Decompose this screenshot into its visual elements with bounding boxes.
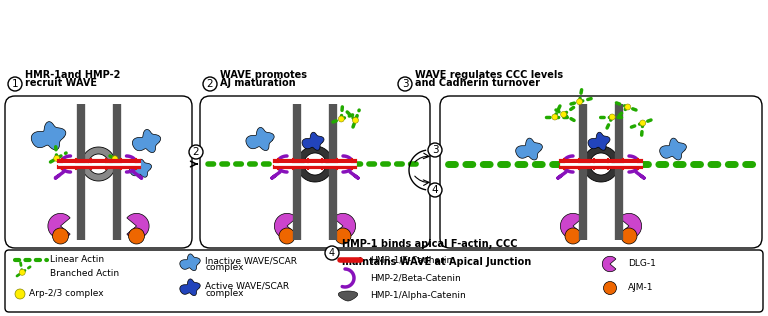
- Circle shape: [128, 228, 144, 244]
- Polygon shape: [130, 159, 151, 177]
- Polygon shape: [583, 146, 619, 182]
- Text: AJ maturation: AJ maturation: [220, 78, 296, 88]
- Text: complex: complex: [205, 289, 243, 297]
- Circle shape: [624, 104, 631, 110]
- Text: 3: 3: [432, 145, 439, 155]
- Polygon shape: [338, 291, 358, 301]
- Circle shape: [428, 183, 442, 197]
- Polygon shape: [588, 132, 610, 150]
- Wedge shape: [48, 213, 70, 239]
- Text: recruit WAVE: recruit WAVE: [25, 78, 97, 88]
- Text: 3: 3: [402, 79, 409, 89]
- Polygon shape: [660, 138, 687, 160]
- Polygon shape: [31, 122, 66, 150]
- Circle shape: [640, 120, 646, 126]
- Circle shape: [8, 77, 22, 91]
- Text: Branched Actin: Branched Actin: [50, 270, 119, 278]
- Polygon shape: [515, 138, 542, 160]
- FancyBboxPatch shape: [200, 96, 430, 248]
- Text: 4: 4: [432, 185, 439, 195]
- Wedge shape: [561, 213, 583, 239]
- Circle shape: [325, 246, 339, 260]
- Text: HMP-1/Alpha-Catenin: HMP-1/Alpha-Catenin: [370, 291, 465, 301]
- Text: 1: 1: [12, 79, 18, 89]
- Circle shape: [561, 112, 567, 118]
- Text: and Cadherin turnover: and Cadherin turnover: [415, 78, 540, 88]
- Text: HMP-2/Beta-Catenin: HMP-2/Beta-Catenin: [370, 274, 461, 283]
- Text: Inactive WAVE/SCAR: Inactive WAVE/SCAR: [205, 257, 297, 265]
- Circle shape: [203, 77, 217, 91]
- Circle shape: [609, 114, 615, 120]
- Text: Arp-2/3 complex: Arp-2/3 complex: [29, 289, 104, 299]
- Circle shape: [398, 77, 412, 91]
- Circle shape: [621, 228, 637, 244]
- Polygon shape: [132, 130, 161, 153]
- Polygon shape: [81, 147, 115, 181]
- Text: HMP-1 binds apical F-actin, CCC: HMP-1 binds apical F-actin, CCC: [342, 239, 518, 249]
- Circle shape: [15, 289, 25, 299]
- Circle shape: [112, 156, 118, 162]
- Circle shape: [338, 116, 344, 122]
- Text: 4: 4: [329, 248, 335, 258]
- Text: Active WAVE/SCAR: Active WAVE/SCAR: [205, 282, 289, 290]
- Text: 2: 2: [193, 147, 200, 157]
- Circle shape: [335, 228, 351, 244]
- Text: 2: 2: [207, 79, 214, 89]
- Text: complex: complex: [205, 264, 243, 272]
- Text: WAVE promotes: WAVE promotes: [220, 70, 307, 80]
- Text: WAVE regulates CCC levels: WAVE regulates CCC levels: [415, 70, 563, 80]
- Wedge shape: [602, 256, 616, 272]
- Circle shape: [19, 269, 25, 275]
- Text: Linear Actin: Linear Actin: [50, 256, 104, 264]
- FancyBboxPatch shape: [5, 250, 763, 312]
- FancyBboxPatch shape: [5, 96, 192, 248]
- Circle shape: [604, 282, 617, 295]
- Circle shape: [551, 114, 558, 120]
- Wedge shape: [274, 213, 296, 239]
- Circle shape: [565, 228, 581, 244]
- Circle shape: [54, 155, 60, 161]
- Text: HMR-1/E-Cadherin: HMR-1/E-Cadherin: [370, 256, 452, 264]
- Polygon shape: [180, 279, 200, 295]
- Circle shape: [428, 143, 442, 157]
- Circle shape: [353, 117, 359, 123]
- Circle shape: [577, 99, 582, 105]
- Wedge shape: [333, 213, 356, 239]
- Text: AJM-1: AJM-1: [628, 283, 654, 293]
- FancyBboxPatch shape: [440, 96, 762, 248]
- Text: DLG-1: DLG-1: [628, 259, 656, 269]
- Wedge shape: [127, 213, 149, 239]
- Polygon shape: [246, 127, 274, 150]
- Circle shape: [189, 145, 203, 159]
- Circle shape: [279, 228, 295, 244]
- Text: maintains WAVE at Apical Junction: maintains WAVE at Apical Junction: [342, 257, 531, 267]
- Polygon shape: [302, 132, 324, 150]
- Circle shape: [52, 228, 68, 244]
- Text: HMR-1and HMP-2: HMR-1and HMP-2: [25, 70, 121, 80]
- Polygon shape: [297, 146, 333, 182]
- Polygon shape: [180, 254, 200, 270]
- Wedge shape: [619, 213, 641, 239]
